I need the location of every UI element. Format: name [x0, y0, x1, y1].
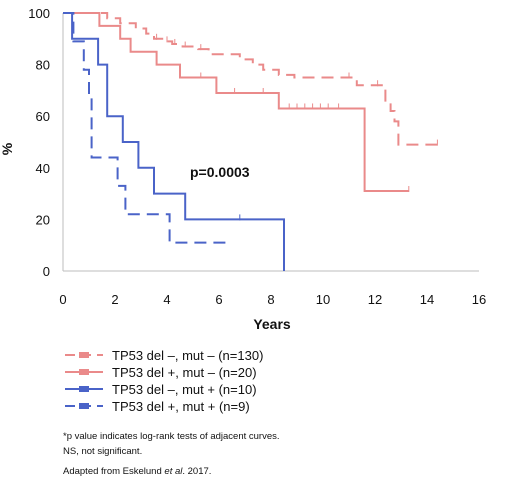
- source-suffix: . 2017.: [182, 466, 212, 477]
- legend-label: TP53 del –, mut – (n=130): [112, 348, 263, 363]
- series-line-3: [63, 12, 285, 271]
- survival-curves: [63, 12, 440, 271]
- y-tick-label: 100: [28, 6, 50, 21]
- series-line-2: [63, 12, 409, 192]
- footnotes: *p value indicates log-rank tests of adj…: [63, 430, 280, 459]
- series-2: [63, 12, 410, 193]
- legend-marker: [79, 352, 89, 358]
- legend-item: TP53 del +, mut + (n=9): [65, 399, 250, 414]
- y-tick-label: 0: [43, 264, 50, 279]
- x-tick-label: 10: [316, 292, 330, 307]
- y-tick-label: 20: [36, 212, 50, 227]
- x-tick-label: 4: [163, 292, 170, 307]
- x-tick-label: 12: [368, 292, 382, 307]
- x-tick-label: 16: [472, 292, 486, 307]
- legend-item: TP53 del –, mut – (n=130): [65, 348, 263, 363]
- series-1: [63, 12, 440, 146]
- footnote-ns: NS, not significant.: [63, 445, 143, 457]
- tick-labels: 0 2 4 6 8 10 12 14 16 0 20 40 60 80 100: [28, 6, 486, 307]
- x-tick-label: 0: [59, 292, 66, 307]
- x-tick-label: 8: [267, 292, 274, 307]
- y-tick-label: 40: [36, 161, 50, 176]
- legend-label: TP53 del +, mut + (n=9): [112, 399, 250, 414]
- axes: [62, 13, 479, 272]
- legend-marker: [79, 369, 89, 375]
- x-tick-label: 6: [215, 292, 222, 307]
- y-tick-label: 80: [36, 58, 50, 73]
- x-axis-title: Years: [253, 316, 291, 332]
- series-3: [63, 12, 285, 271]
- legend-marker: [79, 403, 89, 409]
- source-citation: Adapted from Eskelund et al. 2017.: [63, 466, 211, 477]
- p-value-annotation: p=0.0003: [190, 164, 250, 180]
- y-axis-title: %: [0, 142, 15, 155]
- legend-item: TP53 del +, mut – (n=20): [65, 365, 257, 380]
- footnote-pvalue: *p value indicates log-rank tests of adj…: [63, 431, 280, 442]
- source-prefix: Adapted from Eskelund: [63, 466, 165, 477]
- source-italic: et al: [164, 466, 183, 477]
- x-tick-label: 14: [420, 292, 434, 307]
- series-line-4: [63, 12, 232, 244]
- series-line-1: [63, 12, 440, 146]
- legend: TP53 del –, mut – (n=130) TP53 del +, mut…: [65, 348, 263, 414]
- y-tick-label: 60: [36, 109, 50, 124]
- series-4: [63, 12, 232, 244]
- legend-label: TP53 del –, mut + (n=10): [112, 382, 257, 397]
- x-tick-label: 2: [111, 292, 118, 307]
- legend-item: TP53 del –, mut + (n=10): [65, 382, 257, 397]
- legend-marker: [79, 386, 89, 392]
- legend-label: TP53 del +, mut – (n=20): [112, 365, 257, 380]
